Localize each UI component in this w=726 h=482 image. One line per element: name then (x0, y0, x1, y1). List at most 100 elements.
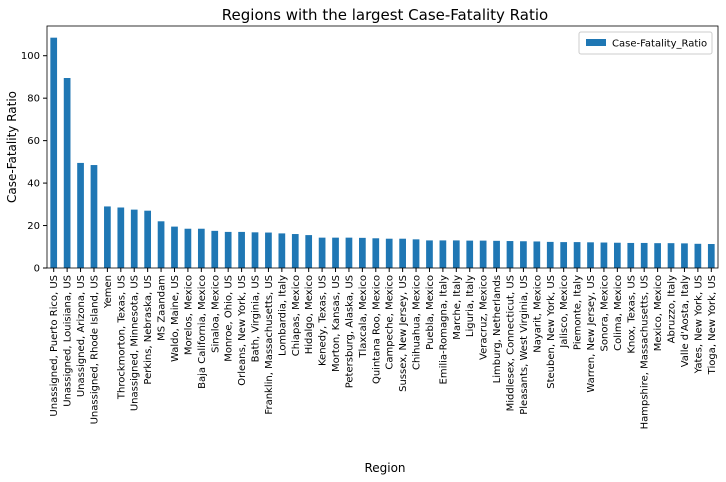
bar (694, 243, 702, 268)
bar (359, 237, 366, 268)
x-tick-label: Nayarit, Mexico (532, 275, 543, 353)
x-tick-label: Monroe, Ohio, US (224, 275, 235, 362)
bar (587, 242, 594, 268)
x-tick-label: MS Zaandam (157, 275, 168, 341)
x-tick-label: Jalisco, Mexico (559, 275, 570, 349)
bar (224, 231, 232, 268)
x-tick-label: Sussex, New Jersey, US (398, 275, 409, 392)
x-tick-label: Bath, Virginia, US (251, 275, 262, 362)
x-tick-label: Warren, New Jersey, US (586, 275, 597, 393)
x-tick-label: Tlaxcala, Mexico (358, 275, 369, 359)
bar (197, 228, 205, 268)
x-tick-label: Liguria, Italy (465, 275, 476, 337)
bar (600, 242, 608, 268)
bar (211, 230, 219, 268)
x-tick-label: Yates, New York, US (693, 275, 704, 374)
x-tick-label: Steuben, New York, US (546, 275, 557, 389)
y-tick-label: 40 (27, 179, 40, 190)
bar (278, 233, 286, 268)
x-tick-label: Franklin, Massachusetts, US (264, 275, 275, 415)
bar (77, 162, 84, 268)
y-tick-label: 80 (27, 94, 40, 105)
x-tick-label: Middlesex, Connecticut, US (505, 275, 516, 411)
legend-box (578, 31, 713, 55)
x-tick-label: Unassigned, Puerto Rico, US (49, 275, 60, 417)
x-axis-label: Region (364, 461, 405, 475)
x-tick-label: Valle d'Aosta, Italy (680, 275, 691, 367)
y-tick-label: 100 (21, 51, 40, 62)
x-tick-label: Campeche, Mexico (385, 275, 396, 370)
y-tick-label: 60 (27, 136, 40, 147)
bar (318, 237, 326, 268)
x-tick-label: Chihuahua, Mexico (412, 275, 423, 370)
x-tick-label: Unassigned, Minnesota, US (130, 275, 141, 411)
x-tick-label: Baja California, Mexico (197, 275, 208, 389)
x-tick-label: Unassigned, Arizona, US (76, 275, 87, 397)
bar (385, 238, 393, 268)
bar (171, 226, 178, 268)
x-tick-label: Pleasants, West Virginia, US (519, 275, 530, 415)
bar (50, 37, 58, 268)
x-tick-label: Yemen (103, 275, 114, 309)
x-tick-label: Throckmorton, Texas, US (116, 275, 127, 400)
plot-frame (46, 25, 719, 269)
y-tick-label: 20 (27, 221, 40, 232)
x-tick-label: Puebla, Mexico (425, 275, 436, 350)
bar (238, 231, 245, 268)
bar (291, 234, 299, 268)
x-tick-label: Chiapas, Mexico (291, 275, 302, 356)
bar (399, 238, 406, 268)
x-tick-label: Hidalgo, Mexico (304, 275, 315, 354)
x-tick-label: Tioga, New York, US (707, 275, 718, 375)
bar (573, 242, 581, 268)
bar (452, 240, 460, 268)
bar (466, 240, 474, 268)
x-tick-label: Limburg, Netherlands (492, 275, 503, 383)
x-tick-label: Colima, Mexico (613, 275, 624, 351)
bar (305, 235, 313, 268)
x-tick-label: Hampshire, Massachusetts, US (640, 275, 651, 429)
bar (184, 228, 192, 268)
x-tick-label: Veracruz, Mexico (479, 275, 490, 360)
x-tick-label: Kenedy, Texas, US (318, 275, 329, 366)
x-tick-label: Quintana Roo, Mexico (371, 275, 382, 384)
bar (667, 243, 675, 268)
bar (251, 232, 259, 268)
bar (332, 237, 339, 268)
bar (372, 238, 380, 268)
bar (479, 240, 487, 268)
bar (533, 241, 541, 268)
x-tick-label: Unassigned, Louisiana, US (63, 275, 74, 407)
bar (613, 242, 621, 268)
bar (640, 242, 648, 268)
x-tick-label: Morelos, Mexico (183, 275, 194, 355)
x-tick-label: Marche, Italy (452, 275, 463, 340)
x-tick-label: Perkins, Nebraska, US (143, 275, 154, 385)
bar (104, 206, 111, 268)
x-tick-label: Mexico, Mexico (653, 275, 664, 351)
bar (707, 244, 715, 268)
x-tick-label: Knox, Texas, US (626, 275, 637, 354)
x-tick-label: Sonora, Mexico (599, 275, 610, 351)
bar (654, 243, 661, 268)
bar (157, 221, 165, 268)
legend-swatch (586, 39, 606, 46)
bar (63, 78, 71, 268)
y-tick-label: 0 (34, 264, 40, 275)
bar (345, 237, 353, 268)
x-tick-label: Orleans, New York, US (237, 275, 248, 386)
x-tick-label: Abruzzo, Italy (667, 275, 678, 343)
bar (144, 210, 152, 268)
bar (90, 165, 98, 268)
bar (681, 243, 688, 268)
bar (627, 242, 635, 268)
bar (117, 207, 125, 268)
bar (130, 209, 138, 268)
x-tick-label: Unassigned, Rhode Island, US (89, 275, 100, 424)
bar (546, 241, 554, 268)
bar (520, 241, 527, 268)
x-tick-label: Lombardia, Italy (277, 275, 288, 356)
x-tick-label: Morton, Kansas, US (331, 275, 342, 372)
chart-title: Regions with the largest Case-Fatality R… (222, 6, 548, 24)
